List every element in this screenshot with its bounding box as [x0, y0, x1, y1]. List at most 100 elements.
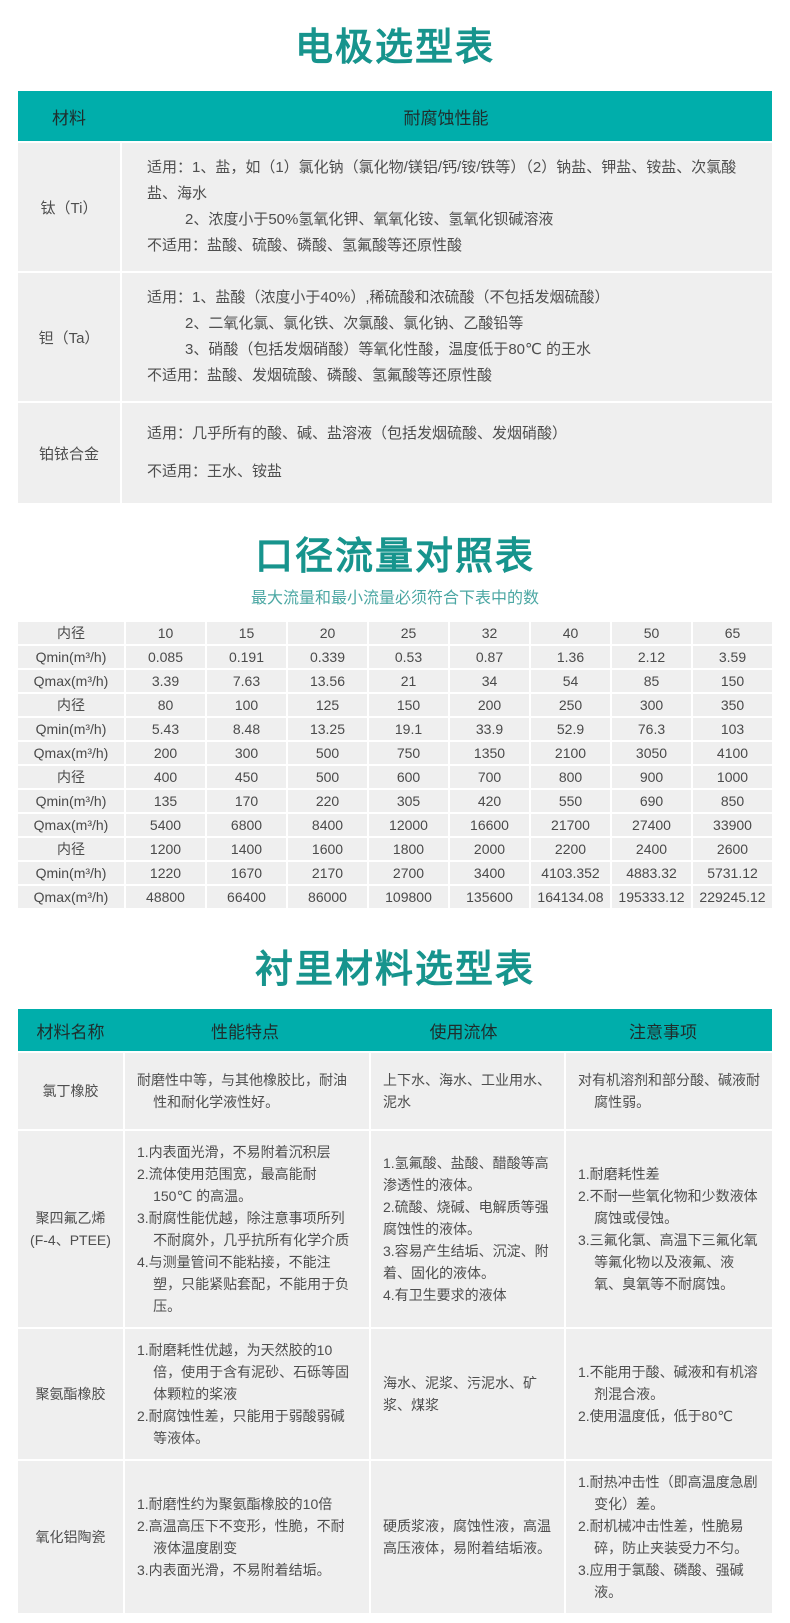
flow-value-cell: 420 [450, 790, 529, 812]
flow-value-cell: 33900 [693, 814, 772, 836]
lining-fluids-cell: 上下水、海水、工业用水、泥水 [371, 1053, 564, 1129]
performance-line: 适用：1、盐，如（1）氯化钠（氯化物/镁铝/钙/铵/铁等）（2）钠盐、钾盐、铵盐… [147, 159, 737, 202]
flow-value-cell: 1.36 [531, 646, 610, 668]
flow-value-cell: 305 [369, 790, 448, 812]
flow-row-label: 内径 [18, 622, 124, 644]
flow-value-cell: 4103.352 [531, 862, 610, 884]
flow-value-cell: 2600 [693, 838, 772, 860]
flow-value-cell: 66400 [207, 886, 286, 908]
flow-value-cell: 5400 [126, 814, 205, 836]
flow-value-cell: 5.43 [126, 718, 205, 740]
lining-material-name: 聚氨酯橡胶 [18, 1329, 123, 1459]
flow-value-cell: 135600 [450, 886, 529, 908]
flow-value-cell: 48800 [126, 886, 205, 908]
flow-row-label: Qmin(m³/h) [18, 718, 124, 740]
flow-value-cell: 164134.08 [531, 886, 610, 908]
flow-table: 内径 10 15 20 25 32 40 50 65 Qmin(m³/h) 0.085 0.191 0.… [18, 622, 772, 908]
name-line: (F-4、PTEE) [30, 1232, 111, 1248]
lining-text-line: 1.氢氟酸、盐酸、醋酸等高渗透性的液体。 [383, 1155, 549, 1193]
flow-value-cell: 3.39 [126, 670, 205, 692]
flow-value-cell: 21700 [531, 814, 610, 836]
flow-value-cell: 21 [369, 670, 448, 692]
lining-row: 氯丁橡胶 耐磨性中等，与其他橡胶比，耐油性和耐化学液性好。 上下水、海水、工业用水、… [18, 1053, 772, 1129]
lining-text-line: 1.不能用于酸、碱液和有机溶剂混合液。 [578, 1364, 758, 1402]
lining-text-line: 2.流体使用范围宽，最高能耐 150℃ 的高温。 [137, 1166, 317, 1204]
flow-value-cell: 2200 [531, 838, 610, 860]
flow-value-cell: 76.3 [612, 718, 691, 740]
lining-notes-cell: 1.耐磨耗性差 2.不耐一些氧化物和少数液体腐蚀或侵蚀。 3.三氟化氯、高温下三氟化… [566, 1131, 772, 1327]
flow-value-cell: 2000 [450, 838, 529, 860]
flow-value-cell: 0.87 [450, 646, 529, 668]
lining-text-line: 3.三氟化氯、高温下三氟化氧等氟化物以及液氟、液氧、臭氧等不耐腐蚀。 [578, 1232, 758, 1292]
lining-text-line: 硬质浆液，腐蚀性液，高温高压液体，易附着结垢液。 [383, 1518, 551, 1556]
lining-features-cell: 1.耐磨耗性优越，为天然胶的10倍，使用于含有泥砂、石砾等固体颗粒的桨液 2.耐腐… [125, 1329, 369, 1459]
header-performance-features: 性能特点 [211, 1022, 279, 1042]
lining-text-line: 上下水、海水、工业用水、泥水 [383, 1072, 551, 1110]
flow-value-cell: 86000 [288, 886, 367, 908]
flow-value-cell: 500 [288, 742, 367, 764]
header-material: 材料 [52, 108, 86, 128]
flow-value-cell: 80 [126, 694, 205, 716]
performance-line: 不适用：盐酸、发烟硫酸、磷酸、氢氟酸等还原性酸 [147, 367, 493, 384]
flow-value-cell: 690 [612, 790, 691, 812]
flow-row-label: Qmax(m³/h) [18, 814, 124, 836]
flow-value-cell: 2170 [288, 862, 367, 884]
flow-value-cell: 150 [369, 694, 448, 716]
lining-text-line: 海水、泥浆、污泥水、矿浆、煤浆 [383, 1375, 537, 1413]
flow-value-cell: 900 [612, 766, 691, 788]
flow-value-cell: 8400 [288, 814, 367, 836]
flow-value-cell: 3400 [450, 862, 529, 884]
performance-line: 不适用：盐酸、硫酸、磷酸、氢氟酸等还原性酸 [147, 237, 463, 254]
flow-row-label: Qmax(m³/h) [18, 742, 124, 764]
lining-text-line: 1.耐磨性约为聚氨酯橡胶的10倍 [137, 1496, 333, 1512]
flow-row-label: Qmin(m³/h) [18, 862, 124, 884]
flow-value-cell: 52.9 [531, 718, 610, 740]
electrode-row: 钛（Ti） 适用：1、盐，如（1）氯化钠（氯化物/镁铝/钙/铵/铁等）（2）钠盐、… [18, 143, 772, 271]
flow-value-cell: 2700 [369, 862, 448, 884]
flow-value-cell: 1200 [126, 838, 205, 860]
flow-row-label: Qmin(m³/h) [18, 790, 124, 812]
header-applicable-fluids: 使用流体 [429, 1022, 498, 1042]
flow-value-cell: 27400 [612, 814, 691, 836]
flow-value-cell: 500 [288, 766, 367, 788]
flow-table-title: 口径流量对照表 [254, 536, 535, 578]
lining-notes-cell: 对有机溶剂和部分酸、碱液耐腐性弱。 [566, 1053, 772, 1129]
electrode-table: 材料 耐腐蚀性能 钛（Ti） 适用：1、盐，如（1）氯化钠（氯化物/镁铝/钙/铵/… [18, 91, 772, 503]
lining-text-line: 2.耐腐蚀性差，只能用于弱酸弱碱等液体。 [137, 1408, 345, 1446]
flow-value-cell: 450 [207, 766, 286, 788]
flow-value-cell: 16600 [450, 814, 529, 836]
corrosion-performance-cell: 适用：几乎所有的酸、碱、盐溶液（包括发烟硫酸、发烟硝酸） 不适用：王水、铵盐 [122, 403, 772, 503]
flow-value-cell: 19.1 [369, 718, 448, 740]
flow-value-cell: 550 [531, 790, 610, 812]
name-line: 氧化铝陶瓷 [35, 1529, 106, 1545]
flow-value-cell: 0.339 [288, 646, 367, 668]
flow-value-cell: 1800 [369, 838, 448, 860]
flow-value-cell: 2.12 [612, 646, 691, 668]
lining-text-line: 耐磨性中等，与其他橡胶比，耐油性和耐化学液性好。 [137, 1072, 347, 1110]
flow-value-cell: 700 [450, 766, 529, 788]
flow-value-cell: 50 [612, 622, 691, 644]
electrode-row: 铂铱合金 适用：几乎所有的酸、碱、盐溶液（包括发烟硫酸、发烟硝酸） 不适用：王水、铵… [18, 403, 772, 503]
flow-value-cell: 300 [207, 742, 286, 764]
lining-text-line: 1.耐热冲击性（即高温度急剧变化）差。 [578, 1474, 758, 1512]
flow-value-cell: 0.191 [207, 646, 286, 668]
corrosion-performance-cell: 适用：1、盐酸（浓度小于40%）,稀硫酸和浓硫酸（不包括发烟硫酸） 2、二氧化氯、… [122, 273, 772, 401]
lining-material-name: 氯丁橡胶 [18, 1053, 123, 1129]
lining-notes-cell: 1.不能用于酸、碱液和有机溶剂混合液。 2.使用温度低，低于80℃ [566, 1329, 772, 1459]
flow-row-label: 内径 [18, 838, 124, 860]
flow-value-cell: 1400 [207, 838, 286, 860]
flow-value-cell: 1600 [288, 838, 367, 860]
lining-table-body: 氯丁橡胶 耐磨性中等，与其他橡胶比，耐油性和耐化学液性好。 上下水、海水、工业用水、… [18, 1053, 772, 1613]
flow-value-cell: 34 [450, 670, 529, 692]
flow-value-cell: 2100 [531, 742, 610, 764]
lining-row: 聚四氟乙烯 (F-4、PTEE) 1.内表面光滑，不易附着沉积层 2.流体使用范围宽，… [18, 1131, 772, 1327]
flow-value-cell: 13.25 [288, 718, 367, 740]
lining-notes-cell: 1.耐热冲击性（即高温度急剧变化）差。 2.耐机械冲击性差，性脆易碎，防止夹装受力… [566, 1461, 772, 1613]
flow-value-cell: 85 [612, 670, 691, 692]
flow-value-cell: 103 [693, 718, 772, 740]
lining-text-line: 1.内表面光滑，不易附着沉积层 [137, 1144, 331, 1160]
lining-text-line: 3.容易产生结垢、沉淀、附着、固化的液体。 [383, 1243, 549, 1281]
flow-value-cell: 170 [207, 790, 286, 812]
flow-value-cell: 200 [450, 694, 529, 716]
corrosion-performance-cell: 适用：1、盐，如（1）氯化钠（氯化物/镁铝/钙/铵/铁等）（2）钠盐、钾盐、铵盐… [122, 143, 772, 271]
